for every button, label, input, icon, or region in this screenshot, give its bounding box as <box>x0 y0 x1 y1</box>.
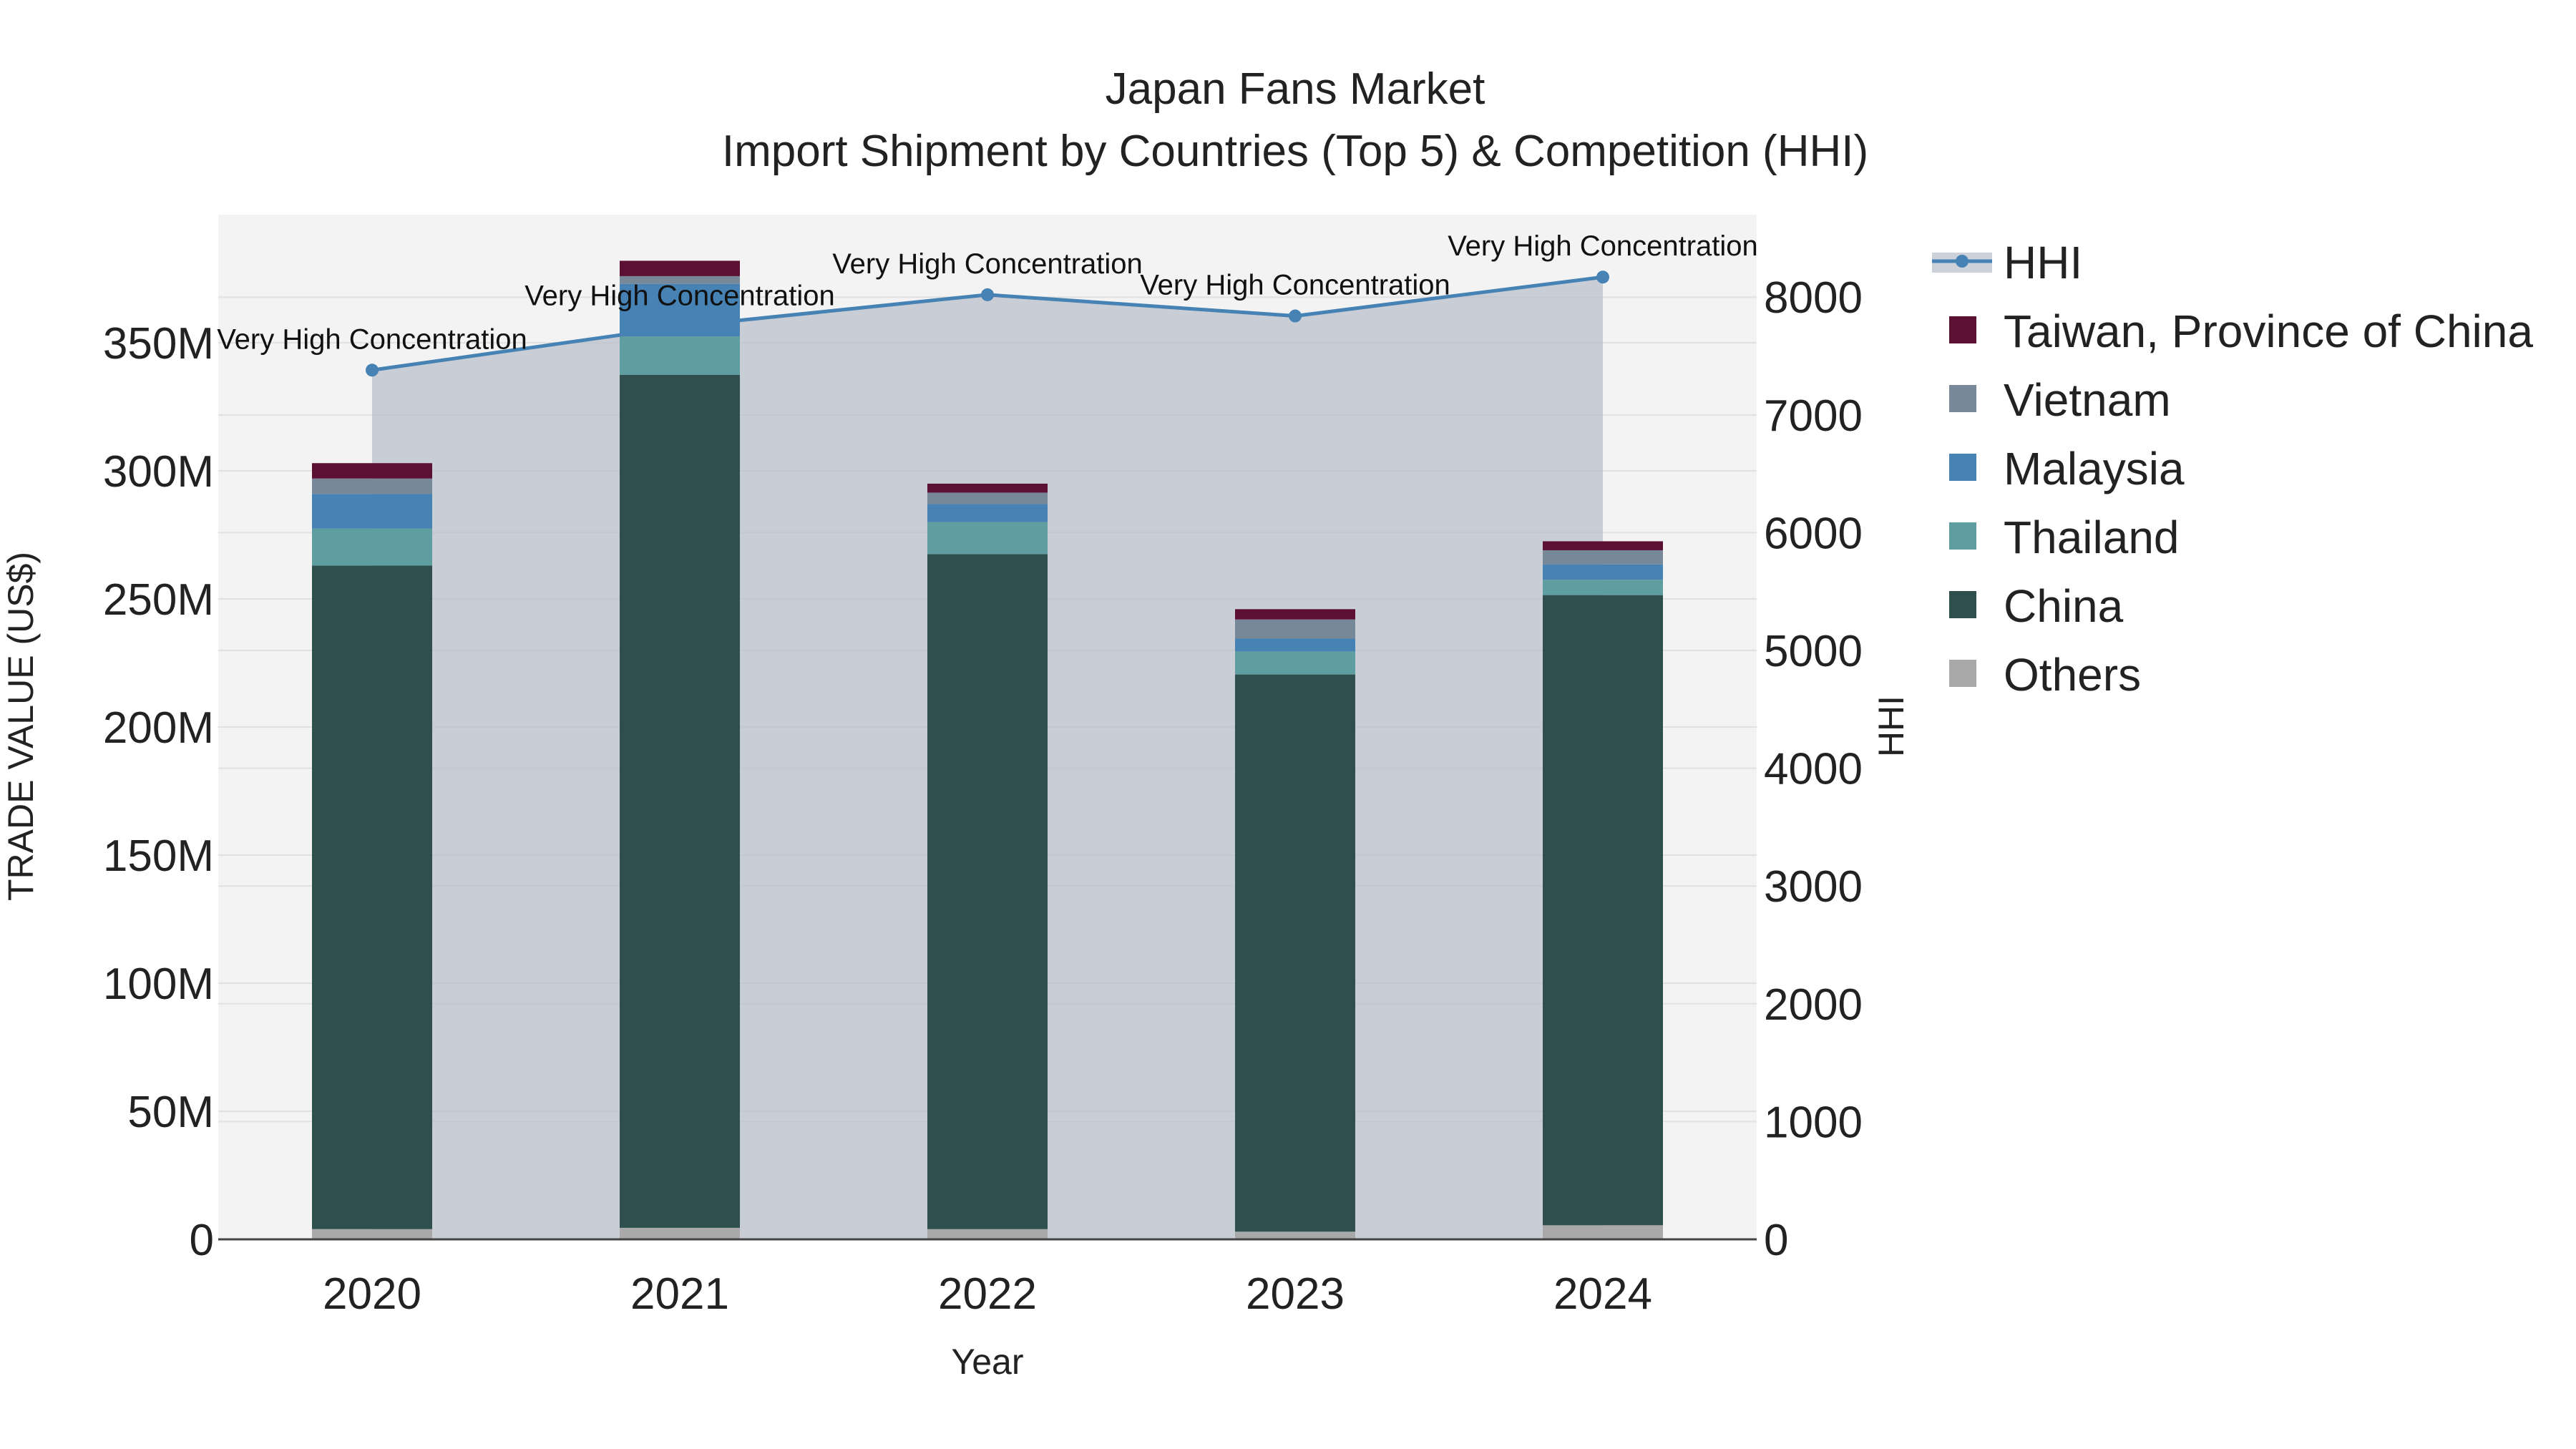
bar-others-2020 <box>312 1229 432 1239</box>
bar-vietnam-2022 <box>927 492 1048 504</box>
bar-thailand-2021 <box>620 336 740 375</box>
y-tick-label: 50M <box>127 1088 214 1137</box>
bar-malaysia-2023 <box>1235 638 1355 651</box>
y2-tick-label: 3000 <box>1764 862 1863 912</box>
y2-tick-label: 1000 <box>1764 1098 1863 1147</box>
hhi-point-2022 <box>981 288 994 301</box>
bar-taiwan-2024 <box>1543 541 1663 550</box>
bar-taiwan-2023 <box>1235 609 1355 619</box>
y2-tick-label: 2000 <box>1764 980 1863 1030</box>
bar-vietnam-2020 <box>312 479 432 494</box>
y2-tick-label: 4000 <box>1764 745 1863 794</box>
y2-tick-label: 8000 <box>1764 273 1863 323</box>
bar-others-2021 <box>620 1228 740 1239</box>
y-tick-label: 300M <box>103 447 214 497</box>
bar-thailand-2023 <box>1235 651 1355 674</box>
legend-label: HHI <box>2004 237 2082 288</box>
bar-china-2020 <box>312 565 432 1229</box>
hhi-point-2021 <box>673 320 686 333</box>
chart-title: Japan Fans Market <box>1106 64 1485 114</box>
y2-axis-ticks: 0 1000 2000 3000 4000 5000 6000 7000 8000 <box>1764 273 1863 1265</box>
hhi-point-2024 <box>1596 270 1609 283</box>
bar-taiwan-2020 <box>312 463 432 478</box>
legend-label: Malaysia <box>2004 443 2185 494</box>
bar-china-2021 <box>620 375 740 1228</box>
y-tick-label: 100M <box>103 960 214 1009</box>
y-tick-label: 0 <box>190 1216 214 1265</box>
bar-malaysia-2022 <box>927 504 1048 522</box>
hhi-label-2023: Very High Concentration <box>1140 270 1450 301</box>
y2-axis-label: HHI <box>1871 696 1911 757</box>
x-tick-label: 2022 <box>938 1269 1037 1319</box>
y-axis-label: TRADE VALUE (US$) <box>1 552 41 901</box>
y2-tick-label: 5000 <box>1764 627 1863 676</box>
bar-vietnam-2023 <box>1235 620 1355 639</box>
legend-label: Thailand <box>2004 512 2180 563</box>
bar-others-2023 <box>1235 1231 1355 1239</box>
chart-subtitle: Import Shipment by Countries (Top 5) & C… <box>722 127 1868 176</box>
bar-taiwan-2021 <box>620 260 740 275</box>
legend-swatch-hhi-marker <box>1956 255 1968 268</box>
bar-others-2024 <box>1543 1225 1663 1239</box>
y-tick-label: 350M <box>103 319 214 369</box>
legend-label: Others <box>2004 649 2141 701</box>
bar-china-2024 <box>1543 595 1663 1226</box>
bar-thailand-2024 <box>1543 580 1663 595</box>
hhi-label-2020: Very High Concentration <box>217 323 527 355</box>
bar-vietnam-2024 <box>1543 550 1663 565</box>
x-tick-label: 2020 <box>323 1269 421 1319</box>
y2-tick-label: 0 <box>1764 1216 1788 1265</box>
legend-label: Taiwan, Province of China <box>2004 306 2533 357</box>
bar-thailand-2020 <box>312 529 432 566</box>
x-axis-label: Year <box>951 1342 1023 1382</box>
bar-taiwan-2022 <box>927 484 1048 493</box>
bar-others-2022 <box>927 1229 1048 1239</box>
x-tick-label: 2023 <box>1246 1269 1345 1319</box>
x-tick-label: 2021 <box>630 1269 729 1319</box>
legend-label: Vietnam <box>2004 374 2171 426</box>
hhi-label-2024: Very High Concentration <box>1448 230 1758 262</box>
x-tick-label: 2024 <box>1553 1269 1652 1319</box>
hhi-label-2021: Very High Concentration <box>525 280 835 311</box>
hhi-point-2020 <box>366 364 379 376</box>
y-tick-label: 150M <box>103 831 214 881</box>
y2-tick-label: 7000 <box>1764 391 1863 441</box>
hhi-point-2023 <box>1289 310 1302 323</box>
legend-swatch-thailand <box>1949 522 1976 550</box>
bar-malaysia-2020 <box>312 494 432 528</box>
bar-china-2022 <box>927 554 1048 1229</box>
y-tick-label: 200M <box>103 703 214 753</box>
hhi-label-2022: Very High Concentration <box>832 248 1143 280</box>
legend-item-taiwan-province-of-china: Taiwan, Province of China <box>1949 306 2533 357</box>
bar-thailand-2022 <box>927 522 1048 555</box>
chart: Japan Fans Market Import Shipment by Cou… <box>0 0 2576 1449</box>
legend-label: China <box>2004 580 2124 632</box>
y-tick-label: 250M <box>103 575 214 625</box>
legend-swatch-others <box>1949 660 1976 687</box>
legend-swatch-taiwan-province-of-china <box>1949 316 1976 343</box>
bar-china-2023 <box>1235 675 1355 1232</box>
bar-malaysia-2024 <box>1543 565 1663 580</box>
legend-swatch-malaysia <box>1949 454 1976 481</box>
legend-swatch-vietnam <box>1949 385 1976 412</box>
y2-tick-label: 6000 <box>1764 509 1863 558</box>
legend-swatch-china <box>1949 591 1976 618</box>
